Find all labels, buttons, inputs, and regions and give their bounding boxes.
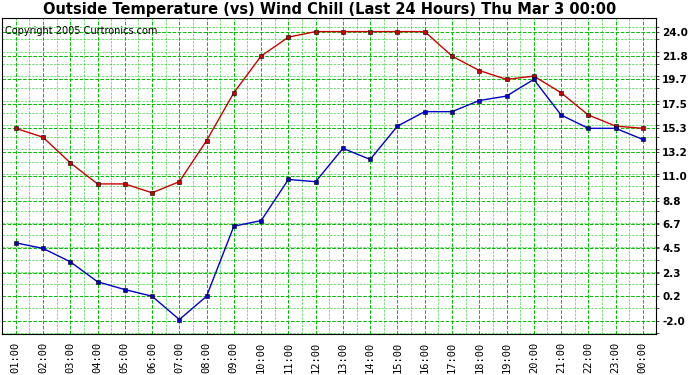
Title: Outside Temperature (vs) Wind Chill (Last 24 Hours) Thu Mar 3 00:00: Outside Temperature (vs) Wind Chill (Las… <box>43 2 616 17</box>
Text: Copyright 2005 Curtronics.com: Copyright 2005 Curtronics.com <box>6 26 158 36</box>
